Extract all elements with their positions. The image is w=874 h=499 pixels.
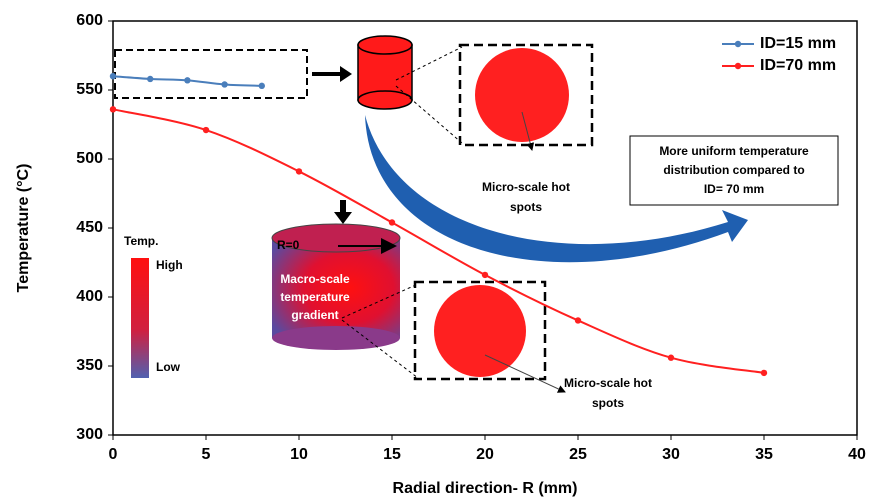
x-tick-label: 0 xyxy=(109,446,118,463)
x-tick-label: 30 xyxy=(662,446,680,463)
annotation: High xyxy=(156,258,183,272)
legend-label: ID=70 mm xyxy=(760,57,836,74)
point xyxy=(221,81,227,87)
y-tick-label: 500 xyxy=(76,150,103,167)
point xyxy=(761,370,767,376)
annotation: Macro-scale xyxy=(280,272,350,286)
annotation: spots xyxy=(592,396,624,410)
x-tick-label: 5 xyxy=(202,446,211,463)
point xyxy=(296,168,302,174)
annotation: Micro-scale hot xyxy=(564,376,652,390)
annotation: temperature xyxy=(280,290,350,304)
illustration xyxy=(115,36,838,392)
point xyxy=(259,83,265,89)
legend-swatch xyxy=(735,41,741,47)
y-axis-title: Temperature (°C) xyxy=(15,164,32,293)
x-tick-label: 25 xyxy=(569,446,587,463)
annotation: ID= 70 mm xyxy=(704,182,764,196)
y-tick-label: 300 xyxy=(76,426,103,443)
x-axis-title: Radial direction- R (mm) xyxy=(393,480,578,497)
annotation: More uniform temperature xyxy=(659,144,809,158)
legend-label: ID=15 mm xyxy=(760,35,836,52)
point xyxy=(575,317,581,323)
point xyxy=(203,127,209,133)
annotation: R=0 xyxy=(277,238,300,252)
point xyxy=(184,77,190,83)
chart: Temperature (°C) Radial direction- R (mm… xyxy=(0,0,874,499)
annotation: distribution compared to xyxy=(663,163,804,177)
point xyxy=(110,106,116,112)
x-tick-label: 35 xyxy=(755,446,773,463)
x-tick-label: 20 xyxy=(476,446,494,463)
legend-swatch xyxy=(735,63,741,69)
x-tick-label: 10 xyxy=(290,446,308,463)
x-tick-label: 40 xyxy=(848,446,866,463)
point xyxy=(389,219,395,225)
y-tick-label: 600 xyxy=(76,12,103,29)
x-tick-label: 15 xyxy=(383,446,401,463)
point xyxy=(668,355,674,361)
point xyxy=(110,73,116,79)
point xyxy=(482,272,488,278)
annotation: Micro-scale hot xyxy=(482,180,570,194)
y-tick-label: 550 xyxy=(76,81,103,98)
y-tick-label: 350 xyxy=(76,357,103,374)
annotation: Low xyxy=(156,360,181,374)
annotation: Temp. xyxy=(124,234,158,248)
point xyxy=(147,76,153,82)
annotation: gradient xyxy=(291,308,338,322)
y-tick-label: 400 xyxy=(76,288,103,305)
y-tick-label: 450 xyxy=(76,219,103,236)
annotation: spots xyxy=(510,200,542,214)
